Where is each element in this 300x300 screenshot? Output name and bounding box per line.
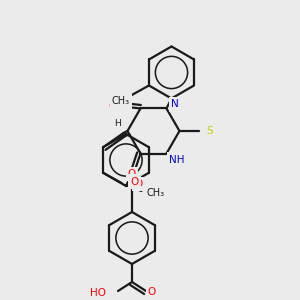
Text: N: N — [171, 100, 178, 110]
Text: CH₃: CH₃ — [112, 97, 130, 106]
Text: HO: HO — [90, 288, 106, 298]
Text: O: O — [148, 287, 156, 297]
Text: CH₃: CH₃ — [146, 188, 164, 198]
Text: O: O — [128, 169, 136, 179]
Text: S: S — [206, 126, 213, 136]
Text: H: H — [114, 118, 121, 127]
Text: NH: NH — [169, 154, 184, 164]
Text: O: O — [130, 176, 139, 187]
Text: O: O — [108, 101, 117, 112]
Text: O: O — [134, 179, 142, 189]
